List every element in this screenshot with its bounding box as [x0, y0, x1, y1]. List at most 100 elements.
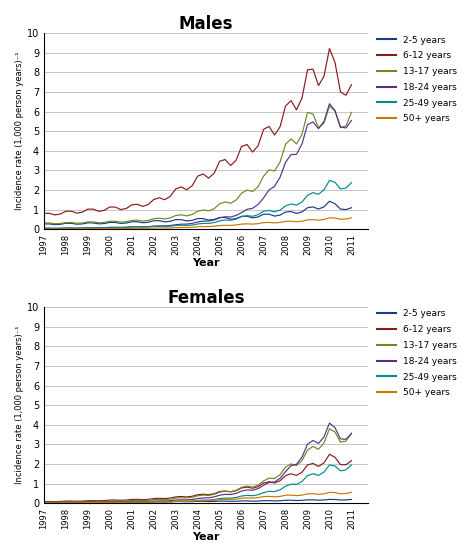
50+ years	[261, 219, 266, 226]
50+ years	[255, 221, 261, 227]
6-12 years	[178, 493, 184, 500]
2-5 years	[327, 198, 332, 204]
6-12 years	[41, 210, 47, 217]
13-17 years	[57, 499, 63, 506]
50+ years	[348, 214, 354, 221]
50+ years	[52, 500, 58, 506]
13-17 years	[52, 499, 58, 506]
13-17 years	[327, 102, 332, 109]
Line: 13-17 years: 13-17 years	[44, 429, 351, 502]
25-49 years	[57, 225, 63, 232]
13-17 years	[178, 495, 184, 501]
18-24 years	[178, 221, 184, 227]
2-5 years	[348, 496, 354, 503]
13-17 years	[63, 499, 69, 505]
Title: Females: Females	[167, 289, 245, 307]
6-12 years	[178, 184, 184, 190]
2-5 years	[261, 211, 266, 218]
6-12 years	[261, 480, 266, 486]
13-17 years	[327, 426, 332, 432]
18-24 years	[129, 223, 135, 230]
2-5 years	[261, 497, 266, 504]
18-24 years	[57, 499, 63, 506]
13-17 years	[41, 219, 47, 226]
18-24 years	[63, 224, 69, 231]
50+ years	[255, 494, 261, 501]
25-49 years	[41, 225, 47, 232]
25-49 years	[327, 462, 332, 468]
50+ years	[327, 489, 332, 496]
6-12 years	[41, 498, 47, 505]
2-5 years	[178, 216, 184, 223]
25-49 years	[52, 225, 58, 232]
25-49 years	[57, 500, 63, 506]
50+ years	[63, 226, 69, 232]
25-49 years	[52, 500, 58, 506]
Line: 18-24 years: 18-24 years	[44, 104, 351, 228]
50+ years	[261, 493, 266, 500]
2-5 years	[255, 498, 261, 505]
50+ years	[63, 500, 69, 506]
2-5 years	[63, 499, 69, 506]
13-17 years	[348, 109, 354, 116]
Y-axis label: Incidence rate (1,000 person years)⁻¹: Incidence rate (1,000 person years)⁻¹	[15, 52, 24, 211]
2-5 years	[348, 204, 354, 211]
18-24 years	[255, 201, 261, 208]
6-12 years	[52, 212, 58, 218]
25-49 years	[250, 492, 255, 499]
13-17 years	[129, 497, 135, 504]
6-12 years	[348, 457, 354, 464]
Line: 2-5 years: 2-5 years	[44, 500, 351, 502]
2-5 years	[52, 499, 58, 506]
6-12 years	[57, 211, 63, 217]
25-49 years	[327, 177, 332, 184]
18-24 years	[57, 225, 63, 232]
50+ years	[129, 225, 135, 232]
50+ years	[129, 499, 135, 506]
50+ years	[57, 226, 63, 232]
6-12 years	[63, 498, 69, 505]
18-24 years	[41, 225, 47, 232]
50+ years	[348, 489, 354, 496]
25-49 years	[255, 211, 261, 218]
6-12 years	[327, 45, 332, 52]
6-12 years	[261, 126, 266, 133]
18-24 years	[348, 117, 354, 124]
50+ years	[327, 214, 332, 221]
13-17 years	[348, 429, 354, 436]
6-12 years	[255, 143, 261, 149]
18-24 years	[250, 487, 255, 494]
2-5 years	[178, 498, 184, 505]
Line: 50+ years: 50+ years	[44, 218, 351, 229]
2-5 years	[129, 218, 135, 225]
Line: 50+ years: 50+ years	[44, 492, 351, 503]
Line: 25-49 years: 25-49 years	[44, 180, 351, 228]
13-17 years	[52, 221, 58, 227]
18-24 years	[52, 225, 58, 232]
18-24 years	[123, 499, 129, 505]
25-49 years	[123, 499, 129, 506]
Line: 2-5 years: 2-5 years	[44, 201, 351, 224]
6-12 years	[348, 81, 354, 88]
6-12 years	[57, 498, 63, 505]
25-49 years	[178, 222, 184, 228]
Line: 13-17 years: 13-17 years	[44, 106, 351, 224]
6-12 years	[129, 202, 135, 208]
50+ years	[178, 224, 184, 231]
13-17 years	[41, 499, 47, 506]
Line: 18-24 years: 18-24 years	[44, 423, 351, 502]
18-24 years	[261, 194, 266, 201]
25-49 years	[348, 179, 354, 186]
13-17 years	[255, 482, 261, 488]
Line: 25-49 years: 25-49 years	[44, 465, 351, 503]
25-49 years	[261, 208, 266, 214]
25-49 years	[129, 224, 135, 231]
2-5 years	[57, 221, 63, 228]
2-5 years	[41, 221, 47, 227]
Line: 6-12 years: 6-12 years	[44, 48, 351, 215]
50+ years	[57, 500, 63, 506]
2-5 years	[129, 499, 135, 505]
50+ years	[41, 226, 47, 232]
13-17 years	[261, 477, 266, 484]
2-5 years	[63, 220, 69, 227]
